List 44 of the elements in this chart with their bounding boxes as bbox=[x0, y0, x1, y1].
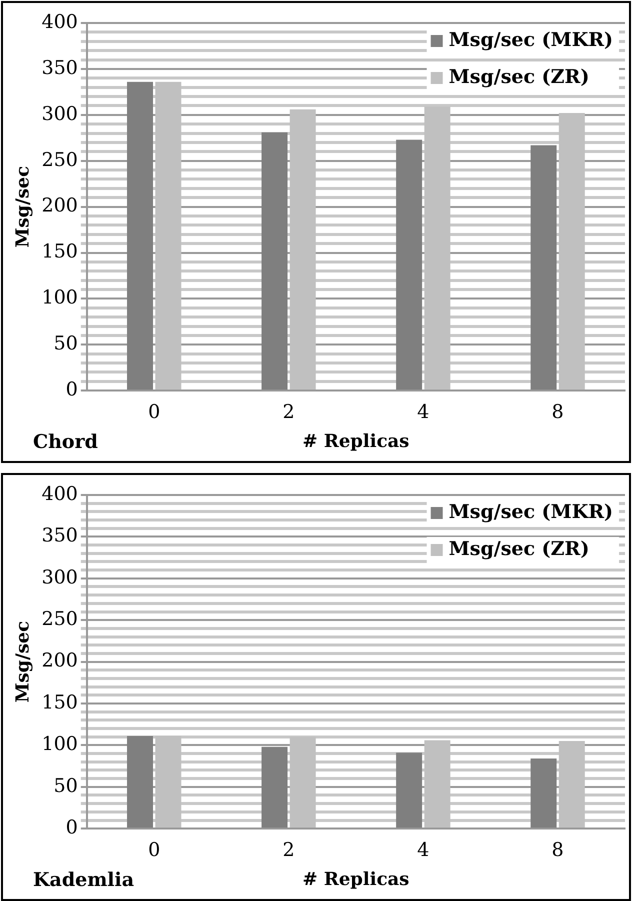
text: Kademlia bbox=[33, 868, 134, 891]
x-tick-label: 8 bbox=[552, 400, 564, 423]
x-axis-title: # Replicas bbox=[302, 868, 410, 890]
x-tick-label: 4 bbox=[417, 400, 430, 423]
legend-label: Msg/sec (ZR) bbox=[448, 538, 590, 560]
text: Chord bbox=[33, 430, 98, 453]
legend-label: Msg/sec (MKR) bbox=[448, 500, 614, 523]
y-tick-label: 300 bbox=[42, 566, 78, 588]
x-axis-title: # Replicas bbox=[302, 430, 410, 452]
y-tick-label: 50 bbox=[54, 774, 78, 797]
bar bbox=[530, 758, 557, 828]
y-tick-label: 150 bbox=[42, 691, 78, 714]
x-tick-label: 0 bbox=[148, 838, 160, 861]
y-axis-title: Msg/sec bbox=[12, 166, 34, 248]
bar bbox=[262, 746, 288, 828]
y-tick-label: 0 bbox=[66, 378, 78, 401]
bar bbox=[396, 140, 422, 390]
y-tick-label: 100 bbox=[42, 286, 78, 309]
y-tick-label: 250 bbox=[42, 608, 78, 630]
y-tick-label: 200 bbox=[42, 194, 78, 217]
y-tick-label: 350 bbox=[42, 56, 78, 79]
y-tick-label: 100 bbox=[42, 733, 78, 756]
bar bbox=[127, 736, 153, 828]
y-tick-label: 50 bbox=[54, 332, 78, 355]
y-tick-label: 200 bbox=[42, 650, 78, 672]
legend-label: Msg/sec (ZR) bbox=[448, 66, 590, 88]
x-tick-label: 0 bbox=[148, 400, 160, 423]
y-tick-label: 400 bbox=[42, 10, 78, 33]
bar bbox=[530, 145, 557, 390]
y-tick-label: 400 bbox=[42, 482, 78, 505]
y-tick-label: 0 bbox=[66, 816, 78, 839]
bar bbox=[396, 752, 422, 828]
bar bbox=[127, 82, 153, 390]
x-tick-label: 2 bbox=[282, 838, 295, 861]
legend-label: Msg/sec (MKR) bbox=[448, 28, 614, 51]
bar bbox=[262, 132, 288, 390]
y-tick-label: 150 bbox=[42, 240, 78, 263]
x-tick-label: 2 bbox=[282, 400, 295, 423]
y-tick-label: 300 bbox=[42, 102, 78, 125]
y-axis-title: Msg/sec bbox=[12, 620, 34, 703]
x-tick-label: 4 bbox=[417, 838, 430, 861]
y-tick-label: 350 bbox=[42, 524, 78, 547]
x-tick-label: 8 bbox=[552, 838, 564, 861]
y-tick-label: 250 bbox=[42, 148, 78, 171]
